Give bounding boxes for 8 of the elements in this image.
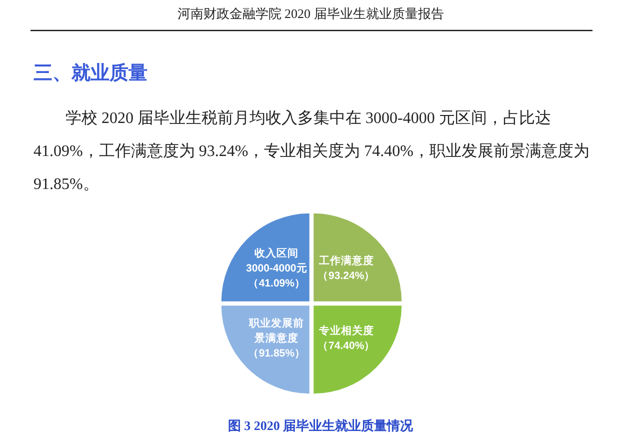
text: 三、就业质量: [34, 62, 148, 84]
slice-label: 工作满意度（93.24%）: [318, 254, 376, 282]
slice-label: 收入区间3000-4000元（41.09%）: [246, 246, 308, 290]
text: 图 3 2020 届毕业生就业质量情况: [228, 418, 414, 433]
slice-label: 职业发展前景满意度（91.85%）: [248, 316, 306, 360]
text: 学校 2020 届毕业生税前月均收入多集中在 3000-4000 元区间，占比达 41.09%，工作满意度为 93.24%，专业相关度为 74.40%，职业发展前景满意度为 91.85%。: [34, 109, 590, 193]
text: 河南财政金融学院 2020 届毕业生就业质量报告: [177, 6, 444, 21]
slice-label: 专业相关度（74.40%）: [318, 324, 376, 352]
